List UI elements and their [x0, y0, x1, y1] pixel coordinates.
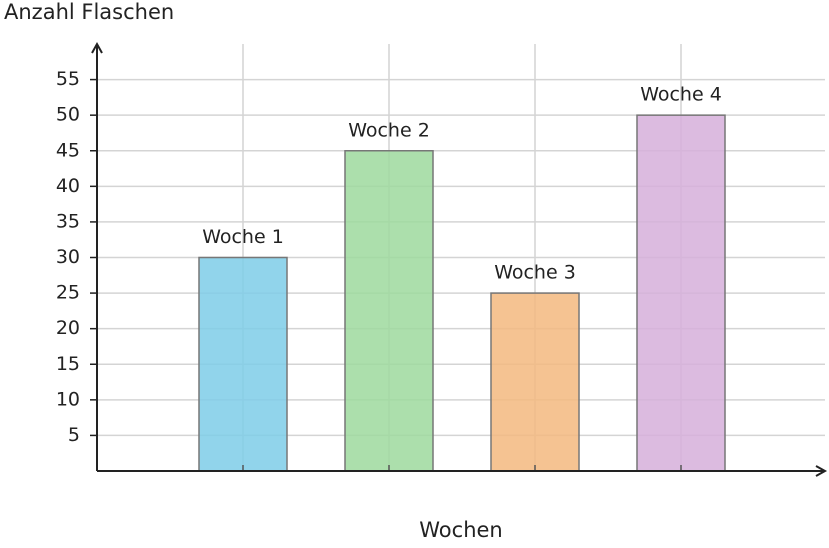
y-tick-label: 10: [56, 388, 80, 410]
bar: [198, 256, 288, 472]
x-axis-title: Wochen: [419, 518, 502, 542]
bar-label: Woche 3: [494, 262, 576, 284]
bar-label: Woche 4: [640, 84, 722, 106]
y-tick-label: 5: [68, 424, 80, 446]
y-tick-label: 35: [56, 210, 80, 232]
bar: [344, 150, 434, 472]
y-tick-label: 45: [56, 139, 80, 161]
y-tick-label: 40: [56, 175, 80, 197]
y-tick-label: 20: [56, 317, 80, 339]
y-axis-title: Anzahl Flaschen: [4, 0, 174, 24]
bar: [636, 114, 726, 472]
bar-label: Woche 2: [348, 119, 430, 141]
bar: [490, 292, 580, 472]
y-tick-label: 15: [56, 353, 80, 375]
y-arrow: [91, 41, 103, 54]
y-tick-label: 30: [56, 246, 80, 268]
y-tick-label: 50: [56, 104, 80, 126]
y-tick-label: 25: [56, 282, 80, 304]
bar-label: Woche 1: [202, 226, 284, 248]
y-tick-label: 55: [56, 68, 80, 90]
x-arrow: [815, 465, 828, 477]
